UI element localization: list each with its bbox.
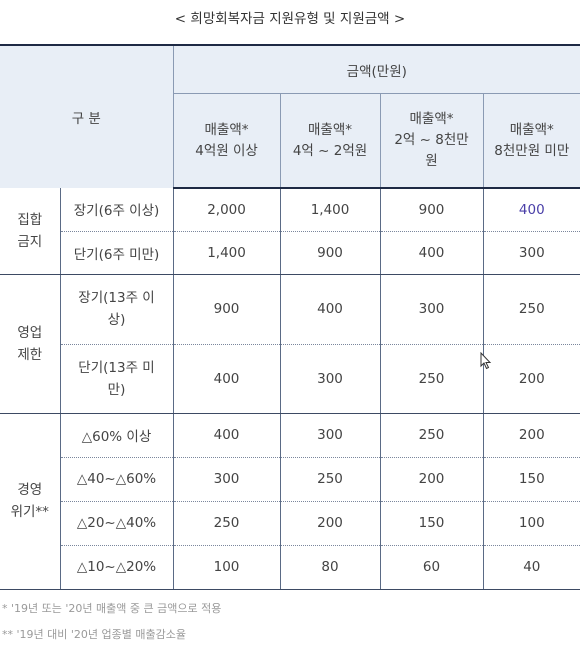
value-cell: 900 [172,274,281,345]
value-cell: 300 [172,457,281,502]
row-label: △60% 이상 [59,413,174,458]
value-cell: 150 [482,457,580,502]
row-label: 단기(13주 미 만) [59,344,174,414]
row-label: △10~△20% [59,545,174,590]
value-cell: 250 [379,344,484,414]
value-cell: 300 [379,274,484,345]
footnote-decline-rate: ** '19년 대비 '20년 업종별 매출감소율 [2,628,186,641]
value-cell: 900 [379,188,484,232]
value-cell: 400 [482,188,580,232]
table-row: 집합 금지 장기(6주 이상) 2,000 1,400 900 400 [0,188,580,275]
value-cell: 100 [482,501,580,546]
header-revenue-col-4: 매출액* 8천만원 미만 [482,93,580,189]
value-cell: 250 [172,501,281,546]
value-cell: 400 [379,231,484,275]
value-cell: 80 [279,545,381,590]
value-cell: 1,400 [172,231,281,275]
value-cell: 300 [279,413,381,458]
group-label-gathering-ban: 집합 금지 [0,188,60,275]
value-cell: 100 [172,545,281,590]
value-cell: 300 [482,231,580,275]
value-cell: 400 [172,344,281,414]
value-cell: 900 [279,231,381,275]
group-label-business-crisis: 경영 위기** [0,413,60,590]
value-cell: 1,400 [279,188,381,232]
value-cell: 400 [279,274,381,345]
value-cell: 60 [379,545,484,590]
header-revenue-col-2: 매출액* 4억 ~ 2억원 [279,93,381,189]
value-cell: 150 [379,501,484,546]
header-amount: 금액(만원) [172,44,580,94]
value-cell: 200 [482,413,580,458]
table-row: 경영 위기** △60% 이상 400 300 250 200 [0,413,580,590]
row-label: △40~△60% [59,457,174,502]
value-cell: 200 [279,501,381,546]
footnote-revenue: * '19년 또는 '20년 매출액 중 큰 금액으로 적용 [2,602,222,615]
header-revenue-col-3: 매출액* 2억 ~ 8천만 원 [379,93,484,189]
value-cell: 250 [379,413,484,458]
value-cell: 200 [482,344,580,414]
table-row: △40~△60% 300 250 200 150 [0,457,580,502]
table-row: 단기(13주 미 만) 400 300 250 200 [0,344,580,414]
table-title: < 희망회복자금 지원유형 및 지원금액 > [174,11,406,27]
value-cell: 40 [482,545,580,590]
table-row: 영업 제한 장기(13주 이 상) 900 400 300 250 [0,274,580,414]
row-label: 장기(6주 이상) [59,188,174,232]
header-gubun: 구 분 [0,44,174,188]
table-row: 단기(6주 미만) 1,400 900 400 300 [0,231,580,275]
value-cell: 250 [279,457,381,502]
value-cell: 250 [482,274,580,345]
mouse-cursor-icon [480,352,492,370]
value-cell: 300 [279,344,381,414]
value-cell: 200 [379,457,484,502]
table-row: △20~△40% 250 200 150 100 [0,501,580,546]
group-label-business-restriction: 영업 제한 [0,274,60,414]
row-label: 단기(6주 미만) [59,231,174,275]
value-cell: 400 [172,413,281,458]
value-cell: 2,000 [172,188,281,232]
row-label: 장기(13주 이 상) [59,274,174,345]
support-amount-table: 구 분 금액(만원) 매출액* 4억원 이상 매출액* 4억 ~ 2억원 매출액* 2… [0,44,580,590]
header-revenue-col-1: 매출액* 4억원 이상 [172,93,281,189]
row-label: △20~△40% [59,501,174,546]
table-row: △10~△20% 100 80 60 40 [0,545,580,590]
